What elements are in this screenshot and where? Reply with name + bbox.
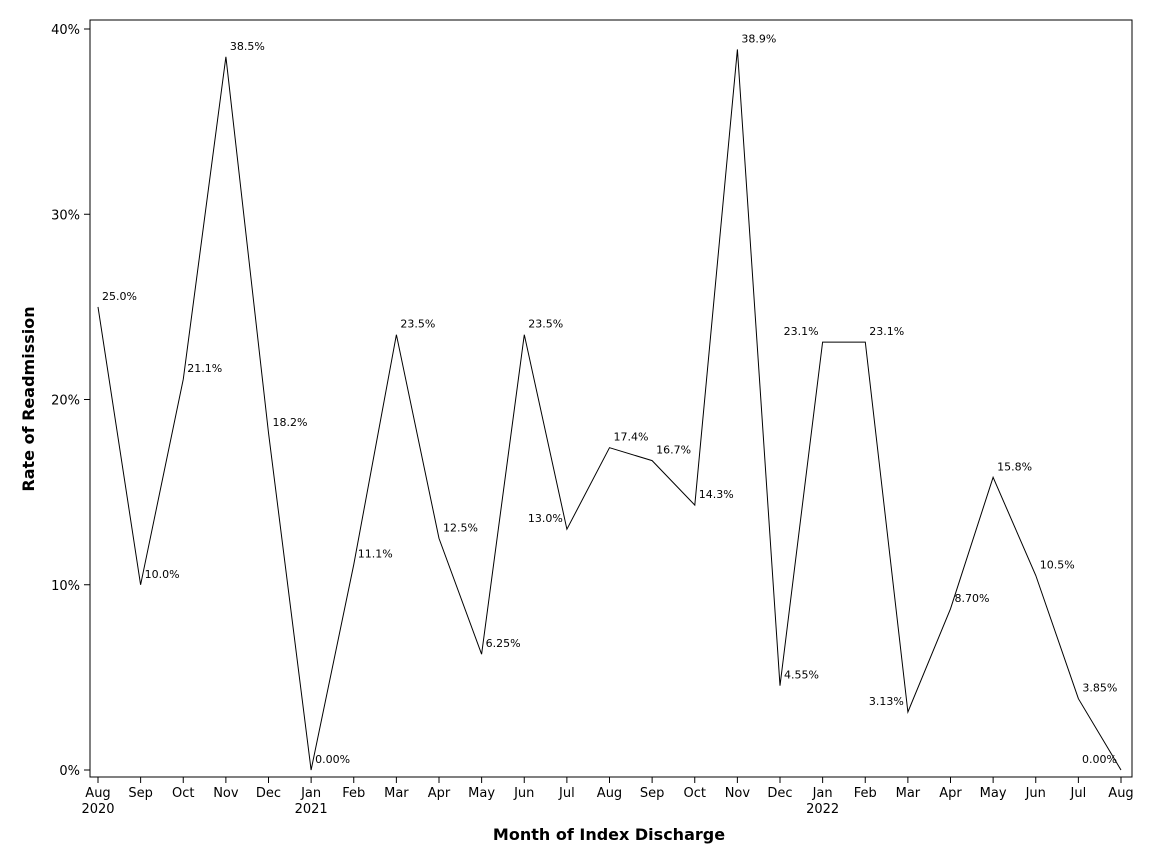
x-tick-label: Jan xyxy=(812,786,833,801)
x-tick-year-label: 2021 xyxy=(295,802,328,817)
x-tick-label: Feb xyxy=(854,786,877,801)
plot-frame xyxy=(89,19,1133,778)
x-tick-label: Oct xyxy=(172,786,194,801)
x-tick-label: Oct xyxy=(684,786,706,801)
x-tick-label: Apr xyxy=(428,786,451,801)
x-tick-label: Mar xyxy=(896,786,921,801)
x-tick-label: Dec xyxy=(767,786,792,801)
x-tick-label: Aug xyxy=(597,786,622,801)
data-label: 25.0% xyxy=(102,290,137,303)
y-axis-title: Rate of Readmission xyxy=(19,306,38,491)
data-label: 23.1% xyxy=(869,325,904,338)
x-tick-label: Jun xyxy=(513,786,534,801)
y-axis: 0% 10% 20% 30% 40% xyxy=(51,23,90,779)
x-tick-label: Jul xyxy=(558,786,575,801)
data-label: 0.00% xyxy=(1082,753,1117,766)
x-tick-label: Aug xyxy=(85,786,110,801)
x-tick-label: Jun xyxy=(1025,786,1046,801)
x-tick-label: Dec xyxy=(256,786,281,801)
data-label: 6.25% xyxy=(486,637,521,650)
data-label: 38.5% xyxy=(230,40,265,53)
data-label: 12.5% xyxy=(443,521,478,534)
data-label: 0.00% xyxy=(315,753,350,766)
y-tick-label: 10% xyxy=(51,579,80,594)
data-label: 23.5% xyxy=(528,318,563,331)
x-axis-title: Month of Index Discharge xyxy=(493,825,725,844)
data-label: 14.3% xyxy=(699,488,734,501)
data-label: 11.1% xyxy=(358,547,393,560)
y-tick-label: 20% xyxy=(51,394,80,409)
x-tick-label: Nov xyxy=(725,786,751,801)
data-label: 4.55% xyxy=(784,669,819,682)
data-label: 16.7% xyxy=(656,444,691,457)
data-label: 15.8% xyxy=(997,460,1032,473)
data-label: 18.2% xyxy=(273,416,308,429)
data-label: 23.1% xyxy=(784,325,819,338)
data-label: 38.9% xyxy=(741,32,776,45)
y-tick-label: 30% xyxy=(51,208,80,223)
x-tick-year-label: 2022 xyxy=(806,802,839,817)
data-label: 13.0% xyxy=(528,512,563,525)
data-label: 3.85% xyxy=(1082,682,1117,695)
x-tick-label: Jul xyxy=(1070,786,1087,801)
x-tick-label: Nov xyxy=(213,786,239,801)
x-tick-label: Mar xyxy=(384,786,409,801)
data-label: 21.1% xyxy=(187,362,222,375)
x-tick-label: May xyxy=(468,786,495,801)
y-tick-label: 40% xyxy=(51,23,80,38)
data-label: 23.5% xyxy=(400,318,435,331)
data-label: 10.0% xyxy=(145,568,180,581)
x-tick-label: Jan xyxy=(300,786,321,801)
y-tick-label: 0% xyxy=(59,764,80,779)
x-tick-label: May xyxy=(980,786,1007,801)
data-label-group: 25.0% 10.0% 21.1% 38.5% 18.2% 0.00% 11.1% 23.5%… xyxy=(102,32,1117,766)
x-tick-label: Sep xyxy=(128,786,153,801)
series-group xyxy=(97,49,1122,771)
x-tick-label: Feb xyxy=(342,786,365,801)
x-tick-label: Aug xyxy=(1108,786,1133,801)
x-tick-label: Apr xyxy=(939,786,962,801)
data-label: 8.70% xyxy=(955,592,990,605)
data-label: 17.4% xyxy=(614,431,649,444)
data-label: 3.13% xyxy=(869,695,904,708)
series-line xyxy=(97,49,1122,771)
data-label: 10.5% xyxy=(1040,558,1075,571)
x-tick-label: Sep xyxy=(640,786,665,801)
x-tick-year-label: 2020 xyxy=(81,802,114,817)
